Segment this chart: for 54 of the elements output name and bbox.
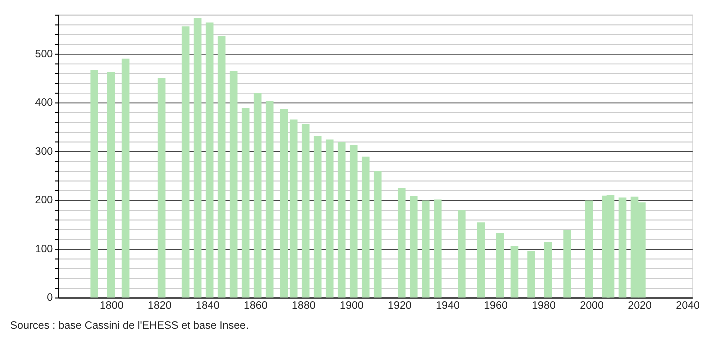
bar <box>218 36 226 298</box>
bar <box>398 188 406 298</box>
bar <box>422 200 430 298</box>
bar <box>434 200 442 298</box>
bar <box>158 78 166 298</box>
bar <box>90 70 99 298</box>
bar <box>182 26 190 298</box>
x-tick-label: 1860 <box>244 300 268 312</box>
bar <box>254 93 262 298</box>
source-note: Sources : base Cassini de l'EHESS et base Insee. <box>10 320 249 332</box>
bar <box>230 71 238 298</box>
x-tick-label: 1880 <box>292 300 316 312</box>
y-tick-label: 500 <box>35 48 54 60</box>
y-tick-label: 0 <box>47 292 54 304</box>
bar <box>544 242 552 298</box>
bar <box>528 250 536 298</box>
bar <box>242 108 250 298</box>
bar <box>410 196 418 298</box>
x-tick-label: 1980 <box>532 300 556 312</box>
bar <box>326 140 334 298</box>
y-tick-label: 300 <box>35 146 54 158</box>
x-tick-label: 1940 <box>436 300 460 312</box>
bar <box>362 156 370 298</box>
x-tick-label: 2000 <box>580 300 604 312</box>
x-tick-label: 1900 <box>340 300 364 312</box>
bar <box>564 230 572 298</box>
bar <box>122 58 130 298</box>
bar <box>206 22 214 298</box>
bar <box>618 198 627 298</box>
x-tick-label: 1800 <box>100 300 124 312</box>
x-tick-label: 1820 <box>148 300 172 312</box>
bar <box>290 120 298 298</box>
bar <box>585 200 594 298</box>
bar <box>350 145 358 298</box>
bar <box>458 210 466 298</box>
x-tick-label: 1920 <box>388 300 412 312</box>
bar <box>280 110 288 298</box>
y-tick-label: 200 <box>35 194 54 207</box>
bar <box>477 222 486 298</box>
bar <box>510 246 519 298</box>
x-tick-label: 2040 <box>676 300 700 312</box>
bar <box>374 171 382 298</box>
bar <box>302 124 310 298</box>
bar <box>338 142 346 298</box>
y-tick-label: 100 <box>35 243 54 256</box>
x-tick-label: 1960 <box>484 300 508 312</box>
bar <box>314 136 322 298</box>
x-tick-label: 1840 <box>196 300 220 312</box>
bar <box>266 101 274 298</box>
bar <box>194 18 202 298</box>
bar <box>496 233 504 298</box>
x-tick-label: 2020 <box>628 300 652 312</box>
bar <box>108 72 116 298</box>
y-tick-label: 400 <box>35 97 54 110</box>
